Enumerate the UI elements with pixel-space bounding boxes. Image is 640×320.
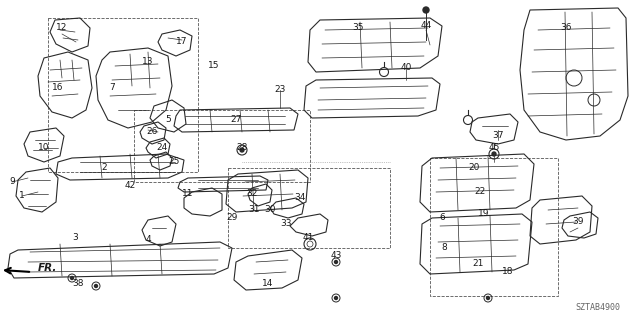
- Bar: [134, 110, 310, 182]
- Circle shape: [95, 284, 97, 287]
- Text: 25: 25: [168, 157, 180, 166]
- Text: 3: 3: [72, 233, 78, 242]
- Text: 21: 21: [472, 260, 484, 268]
- Text: 15: 15: [208, 60, 220, 69]
- Text: 22: 22: [474, 188, 486, 196]
- Text: 29: 29: [227, 213, 237, 222]
- Text: 26: 26: [147, 127, 157, 137]
- Text: 43: 43: [330, 252, 342, 260]
- Text: 5: 5: [165, 116, 171, 124]
- Text: 35: 35: [352, 23, 364, 33]
- Text: 45: 45: [488, 143, 500, 153]
- Text: 32: 32: [246, 189, 258, 198]
- Text: 2: 2: [101, 164, 107, 172]
- Text: 19: 19: [478, 210, 490, 219]
- Text: SZTAB4900: SZTAB4900: [575, 303, 620, 312]
- Bar: [228, 168, 390, 248]
- Text: 40: 40: [400, 63, 412, 73]
- Text: 42: 42: [124, 181, 136, 190]
- Text: 30: 30: [264, 205, 276, 214]
- Text: 16: 16: [52, 84, 64, 92]
- Text: 27: 27: [230, 116, 242, 124]
- Text: 41: 41: [302, 234, 314, 243]
- Text: 14: 14: [262, 279, 274, 289]
- Text: 8: 8: [441, 244, 447, 252]
- Text: 11: 11: [182, 189, 194, 198]
- Text: 13: 13: [142, 58, 154, 67]
- Text: 24: 24: [156, 143, 168, 153]
- Bar: [48, 18, 198, 172]
- Text: 44: 44: [420, 20, 431, 29]
- Circle shape: [335, 297, 337, 300]
- Circle shape: [70, 276, 74, 279]
- Text: 18: 18: [502, 268, 514, 276]
- Text: 17: 17: [176, 37, 188, 46]
- Circle shape: [486, 297, 490, 300]
- Text: 28: 28: [236, 143, 248, 153]
- Text: 37: 37: [492, 131, 504, 140]
- Circle shape: [240, 148, 244, 152]
- Text: 23: 23: [275, 85, 285, 94]
- Text: 1: 1: [19, 191, 25, 201]
- Text: 10: 10: [38, 143, 50, 153]
- Text: 34: 34: [294, 194, 306, 203]
- Circle shape: [423, 7, 429, 13]
- Circle shape: [335, 260, 337, 263]
- Text: 31: 31: [248, 205, 260, 214]
- Circle shape: [492, 152, 496, 156]
- Text: 12: 12: [56, 23, 68, 33]
- Text: 39: 39: [572, 218, 584, 227]
- Bar: [430, 158, 558, 296]
- Text: 20: 20: [468, 164, 480, 172]
- Text: 36: 36: [560, 23, 572, 33]
- Text: 33: 33: [280, 220, 292, 228]
- Text: 7: 7: [109, 84, 115, 92]
- Text: 38: 38: [72, 279, 84, 289]
- Text: FR.: FR.: [38, 263, 58, 273]
- Text: 6: 6: [439, 213, 445, 222]
- Text: 9: 9: [9, 178, 15, 187]
- Text: 4: 4: [145, 236, 151, 244]
